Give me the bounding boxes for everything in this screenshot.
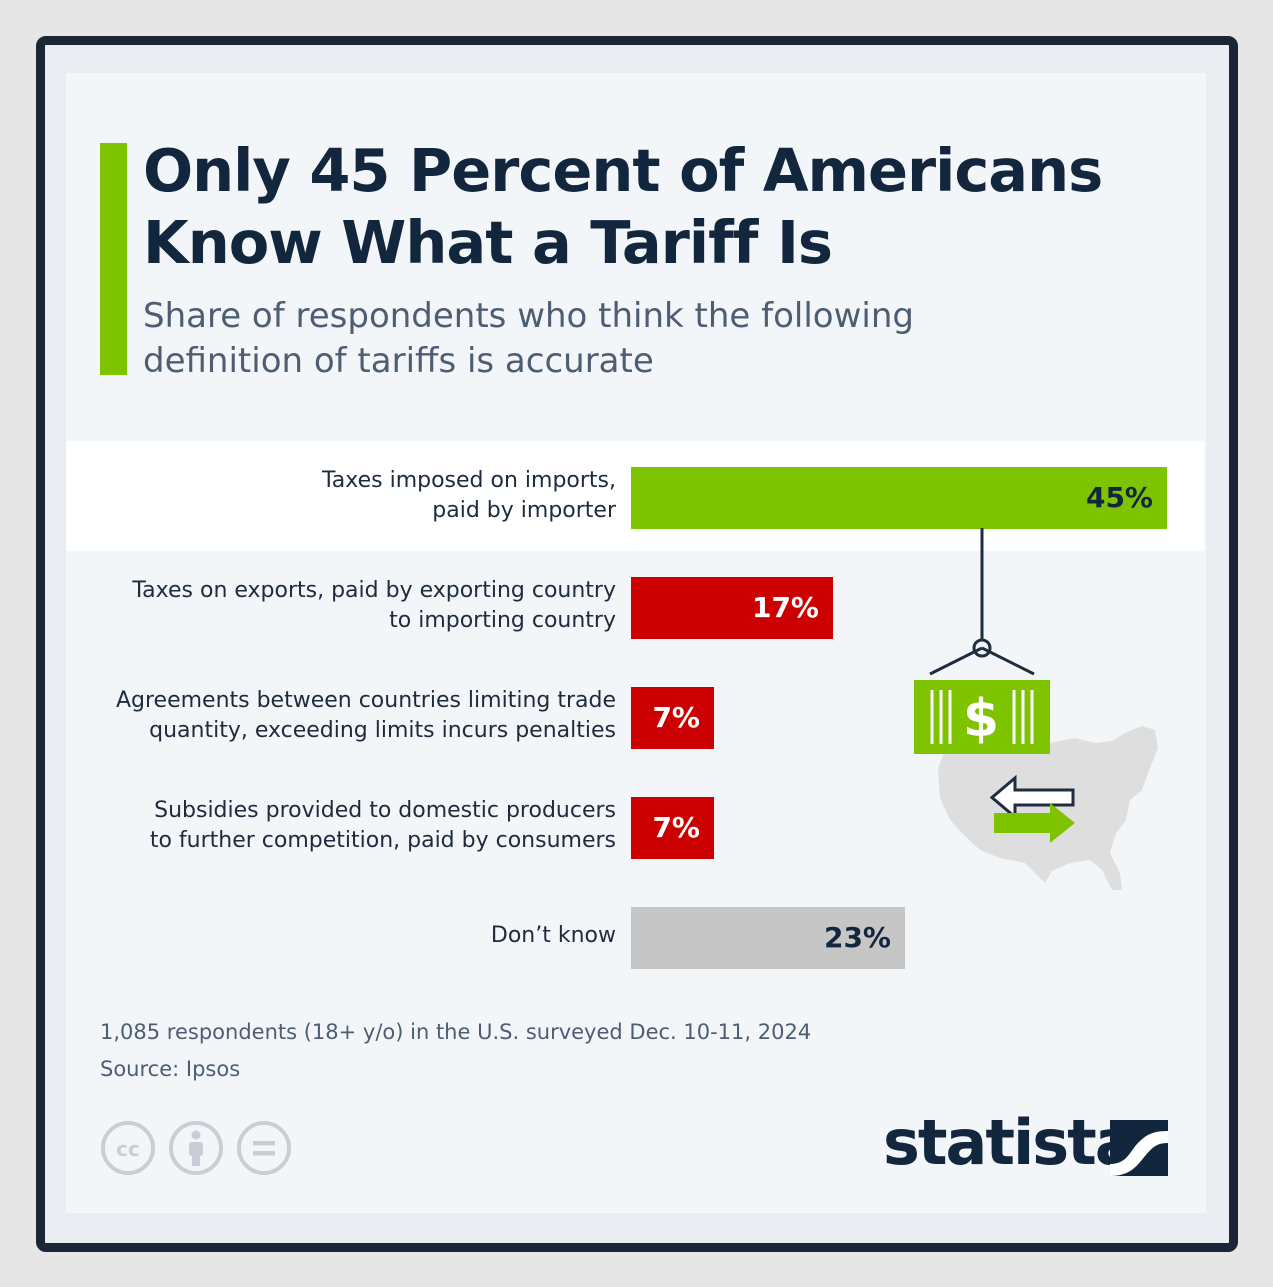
bar-value-label: 45% <box>1085 481 1153 514</box>
chart-subtitle: Share of respondents who think the follo… <box>143 296 914 381</box>
tariff-illustration: $ <box>914 528 1158 890</box>
bar-value-label: 7% <box>652 701 700 734</box>
chart-title: Only 45 Percent of Americans Know What a… <box>143 136 1103 277</box>
bar-value-label: 7% <box>652 811 700 844</box>
category-label: Agreements between countries limiting tr… <box>56 686 616 746</box>
category-label-line: Subsidies provided to domestic producers <box>154 798 616 823</box>
svg-text:cc: cc <box>116 1137 140 1161</box>
source-text: Source: Ipsos <box>100 1057 241 1081</box>
bar-value-label: 17% <box>751 591 819 624</box>
survey-note: 1,085 respondents (18+ y/o) in the U.S. … <box>100 1020 812 1044</box>
category-label: Subsidies provided to domestic producers… <box>56 796 616 856</box>
export-arrow-icon <box>994 803 1075 843</box>
category-label-line: Taxes on exports, paid by exporting coun… <box>132 578 616 603</box>
bar: 23% <box>631 907 905 969</box>
bar-row: Taxes imposed on imports, paid by importe… <box>66 441 1204 551</box>
container-icon: $ <box>914 680 1050 754</box>
bar-value-label: 23% <box>823 921 891 954</box>
statista-logo-text[interactable]: statista <box>883 1106 1137 1179</box>
cc-icon[interactable]: cc <box>100 1120 156 1176</box>
category-label-line: to further competition, paid by consumer… <box>149 828 616 853</box>
import-arrow-icon <box>989 774 1075 821</box>
category-label-line: paid by importer <box>432 498 616 523</box>
infographic-card <box>66 73 1206 1213</box>
bar-row: Taxes on exports, paid by exporting coun… <box>66 551 1204 661</box>
no-derivatives-icon[interactable] <box>236 1120 292 1176</box>
category-label: Taxes on exports, paid by exporting coun… <box>56 576 616 636</box>
crane-hook <box>972 638 992 658</box>
category-label-line: Taxes imposed on imports, <box>321 468 616 493</box>
category-label-line: quantity, exceeding limits incurs penalt… <box>149 718 616 743</box>
bar: 17% <box>631 577 833 639</box>
bar-row: Agreements between countries limiting tr… <box>66 661 1204 771</box>
container-sling-right <box>981 646 1035 676</box>
bar: 7% <box>631 797 714 859</box>
bar-row: Subsidies provided to domestic producers… <box>66 771 1204 881</box>
dollar-icon: $ <box>963 689 999 749</box>
usa-map-icon <box>938 726 1158 890</box>
category-label-line: Agreements between countries limiting tr… <box>115 688 616 713</box>
category-label: Taxes imposed on imports, paid by importe… <box>56 466 616 526</box>
category-label-line: Don’t know <box>490 923 616 948</box>
category-label: Don’t know <box>56 921 616 951</box>
container-sling-left <box>929 646 983 676</box>
attribution-icon[interactable] <box>168 1120 224 1176</box>
title-accent-bar <box>100 143 127 375</box>
statista-logo-icon[interactable] <box>1110 1120 1168 1176</box>
category-label-line: to importing country <box>389 608 616 633</box>
bar-row: Don’t know 23% <box>66 881 1204 991</box>
bar: 7% <box>631 687 714 749</box>
bar: 45% <box>631 467 1167 529</box>
